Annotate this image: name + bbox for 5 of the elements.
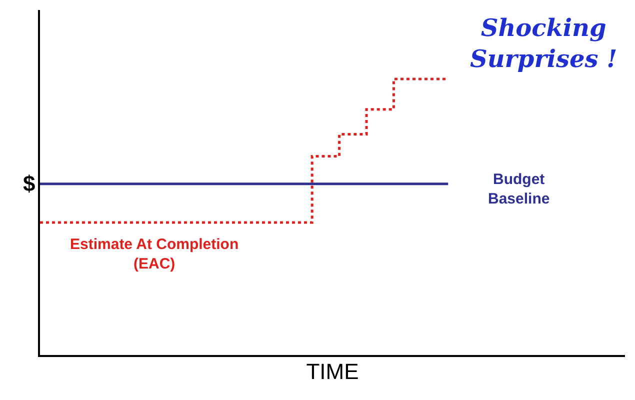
series-label: Estimate At Completion (EAC) [70,236,239,272]
text: Budget Baseline [488,171,550,208]
y-axis-title: $ [23,171,36,196]
x-axis-title: TIME [306,358,359,384]
text: Shocking Surprises ! [470,13,618,74]
